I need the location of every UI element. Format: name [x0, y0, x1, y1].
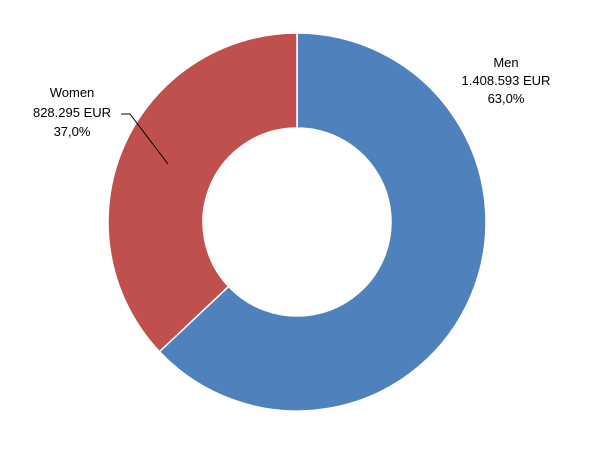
women-leader-line: [121, 113, 169, 165]
slices-layer: [107, 32, 487, 412]
men-name-label: Men: [493, 55, 518, 70]
slice-men: [158, 32, 487, 412]
men-value-label: 1.408.593 EUR: [462, 73, 551, 88]
women-percent-label: 37,0%: [54, 124, 91, 139]
women-value-label: 828.295 EUR: [33, 105, 111, 120]
women-name-label: Women: [50, 85, 95, 100]
leader-lines-layer: [121, 113, 169, 165]
slice-women: [107, 32, 298, 353]
men-percent-label: 63,0%: [488, 91, 525, 106]
men-data-label: Men 1.408.593 EUR 63,0%: [462, 55, 551, 106]
women-data-label: Women 828.295 EUR 37,0%: [33, 85, 111, 139]
